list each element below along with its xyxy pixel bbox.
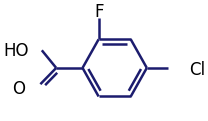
Text: O: O [12,80,25,98]
Text: Cl: Cl [189,60,205,79]
Text: F: F [94,3,104,21]
Text: HO: HO [3,42,28,60]
